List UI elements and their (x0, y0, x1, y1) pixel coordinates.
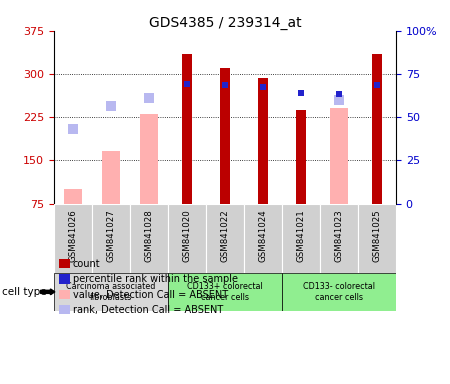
Text: Carcinoma associated
fibroblasts: Carcinoma associated fibroblasts (66, 282, 156, 302)
Text: GSM841024: GSM841024 (258, 209, 267, 262)
Title: GDS4385 / 239314_at: GDS4385 / 239314_at (148, 16, 302, 30)
Text: cell type: cell type (2, 287, 47, 297)
Text: percentile rank within the sample: percentile rank within the sample (73, 274, 238, 284)
Text: GSM841020: GSM841020 (183, 209, 192, 262)
Bar (54, 204, 92, 273)
Bar (282, 273, 396, 311)
Bar (372, 54, 382, 204)
Bar (54, 273, 168, 311)
Bar (92, 204, 130, 273)
Bar (140, 114, 158, 204)
Bar (244, 204, 282, 273)
Bar (206, 204, 244, 273)
Text: CD133- colorectal
cancer cells: CD133- colorectal cancer cells (303, 282, 375, 302)
Bar (64, 189, 81, 204)
Text: value, Detection Call = ABSENT: value, Detection Call = ABSENT (73, 290, 228, 300)
Text: GSM841027: GSM841027 (107, 209, 116, 262)
Bar (182, 54, 192, 204)
Bar (103, 151, 120, 204)
Text: count: count (73, 259, 100, 269)
Text: GSM841025: GSM841025 (373, 209, 382, 262)
Text: GSM841021: GSM841021 (297, 209, 306, 262)
Bar (296, 109, 306, 204)
Bar (258, 78, 268, 204)
Bar (168, 273, 282, 311)
Text: CD133+ colorectal
cancer cells: CD133+ colorectal cancer cells (187, 282, 263, 302)
Text: rank, Detection Call = ABSENT: rank, Detection Call = ABSENT (73, 305, 223, 315)
Bar (130, 204, 168, 273)
Bar (168, 204, 206, 273)
Bar (358, 204, 396, 273)
Text: GSM841028: GSM841028 (144, 209, 153, 262)
Bar (220, 68, 230, 204)
Bar (320, 204, 358, 273)
Text: GSM841023: GSM841023 (334, 209, 343, 262)
Text: GSM841026: GSM841026 (68, 209, 77, 262)
Bar (330, 108, 347, 204)
Text: GSM841022: GSM841022 (220, 209, 230, 262)
Bar (282, 204, 320, 273)
